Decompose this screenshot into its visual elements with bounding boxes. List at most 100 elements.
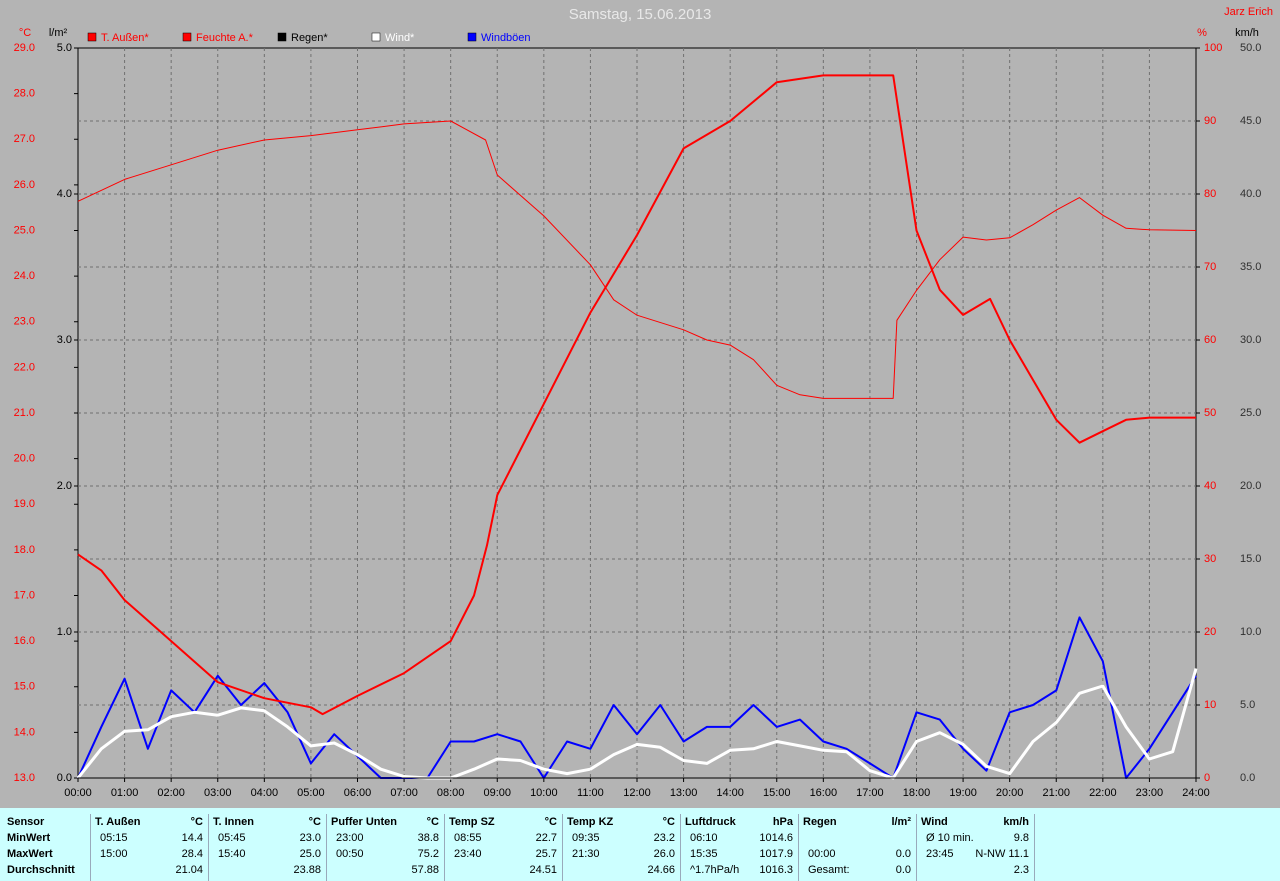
cell-value: 24.51	[529, 864, 557, 876]
y3-axis-unit: l/m²	[49, 27, 68, 39]
column-unit: km/h	[1003, 816, 1029, 828]
y4-tick-label: 0.0	[1240, 772, 1255, 784]
legend-swatch	[182, 32, 192, 42]
y3-tick-label: 2.0	[57, 480, 72, 492]
table-corner: Sensor	[7, 816, 45, 828]
column-header: T. Innen	[213, 816, 254, 828]
column-separator	[90, 814, 91, 881]
x-tick-label: 24:00	[1182, 787, 1210, 799]
legend-swatch	[277, 32, 287, 42]
y-tick-label: 14.0	[14, 726, 35, 738]
cell-time: 05:15	[100, 832, 128, 844]
y-tick-label: 21.0	[14, 407, 35, 419]
y2-tick-label: 70	[1204, 261, 1216, 273]
y4-tick-label: 15.0	[1240, 553, 1261, 565]
y3-tick-label: 4.0	[57, 188, 72, 200]
author: Jarz Erich	[1224, 6, 1273, 18]
cell-value: 22.7	[535, 832, 557, 844]
legend-swatch	[467, 32, 477, 42]
y4-axis-unit: km/h	[1235, 27, 1259, 39]
y3-tick-label: 5.0	[57, 42, 72, 54]
cell-time: 00:00	[808, 848, 836, 860]
y4-tick-label: 25.0	[1240, 407, 1261, 419]
cell-time: 15:35	[690, 848, 718, 860]
x-tick-label: 03:00	[204, 787, 232, 799]
cell-value: N-NW 11.1	[975, 848, 1029, 860]
legend-label: Feuchte A.*	[196, 32, 254, 44]
row-label: Durchschnitt	[7, 864, 75, 876]
y-tick-label: 27.0	[14, 133, 35, 145]
x-tick-label: 18:00	[903, 787, 931, 799]
series-line	[77, 616, 1197, 779]
row-label: MinWert	[7, 832, 51, 844]
y4-tick-label: 35.0	[1240, 261, 1261, 273]
chart-title: Samstag, 15.06.2013	[569, 6, 712, 23]
cell-time: 08:55	[454, 832, 482, 844]
column-separator	[208, 814, 209, 881]
column-separator	[562, 814, 563, 881]
y2-axis-unit: %	[1197, 27, 1207, 39]
x-tick-label: 23:00	[1136, 787, 1164, 799]
chart: Samstag, 15.06.2013 Jarz Erich °C l/m² %…	[14, 6, 1273, 799]
y-tick-label: 17.0	[14, 589, 35, 601]
column-header: Temp KZ	[567, 816, 614, 828]
x-tick-label: 04:00	[251, 787, 279, 799]
x-tick-label: 21:00	[1042, 787, 1070, 799]
x-tick-label: 15:00	[763, 787, 791, 799]
x-tick-label: 09:00	[483, 787, 511, 799]
y2-tick-label: 10	[1204, 699, 1216, 711]
cell-time: Gesamt:	[808, 864, 850, 876]
cell-value: 14.4	[181, 832, 203, 844]
series-line	[77, 74, 1196, 716]
y3-tick-label: 3.0	[57, 334, 72, 346]
cell-value: 0.0	[895, 848, 911, 860]
column-separator	[798, 814, 799, 881]
cell-value: 9.8	[1013, 832, 1029, 844]
column-unit: l/m²	[891, 816, 911, 828]
x-tick-label: 08:00	[437, 787, 465, 799]
y2-tick-label: 50	[1204, 407, 1216, 419]
column-header: Regen	[803, 816, 837, 828]
cell-value: 0.0	[895, 864, 911, 876]
y2-tick-label: 30	[1204, 553, 1216, 565]
column-separator	[444, 814, 445, 881]
row-label: MaxWert	[7, 848, 53, 860]
cell-value: 75.2	[417, 848, 439, 860]
cell-time: 15:00	[100, 848, 128, 860]
y-axis-unit: °C	[19, 27, 31, 39]
x-tick-label: 00:00	[64, 787, 92, 799]
cell-value: 2.3	[1013, 864, 1029, 876]
y-tick-label: 28.0	[14, 88, 35, 100]
column-header: Puffer Unten	[331, 816, 397, 828]
x-tick-label: 05:00	[297, 787, 325, 799]
y4-tick-label: 45.0	[1240, 115, 1261, 127]
column-separator	[680, 814, 681, 881]
cell-time: 06:10	[690, 832, 718, 844]
y-tick-label: 15.0	[14, 681, 35, 693]
y-tick-label: 29.0	[14, 42, 35, 54]
series-line	[77, 120, 1197, 399]
column-unit: °C	[190, 816, 203, 828]
x-tick-label: 20:00	[996, 787, 1024, 799]
cell-time: 21:30	[572, 848, 600, 860]
y-tick-label: 13.0	[14, 772, 35, 784]
column-unit: °C	[662, 816, 675, 828]
column-unit: °C	[426, 816, 439, 828]
y-tick-label: 16.0	[14, 635, 35, 647]
cell-value: 24.66	[647, 864, 675, 876]
cell-time: 05:45	[218, 832, 246, 844]
legend-label: Regen*	[291, 32, 328, 44]
x-tick-label: 13:00	[670, 787, 698, 799]
y-tick-label: 23.0	[14, 316, 35, 328]
legend-label: T. Außen*	[101, 32, 149, 44]
x-tick-label: 10:00	[530, 787, 558, 799]
cell-time: 23:40	[454, 848, 482, 860]
cell-value: 1014.6	[759, 832, 793, 844]
legend-swatch	[371, 32, 381, 42]
series-line	[76, 668, 1198, 780]
x-tick-label: 19:00	[949, 787, 977, 799]
cell-time: 23:00	[336, 832, 364, 844]
x-tick-label: 17:00	[856, 787, 884, 799]
cell-value: 38.8	[417, 832, 439, 844]
